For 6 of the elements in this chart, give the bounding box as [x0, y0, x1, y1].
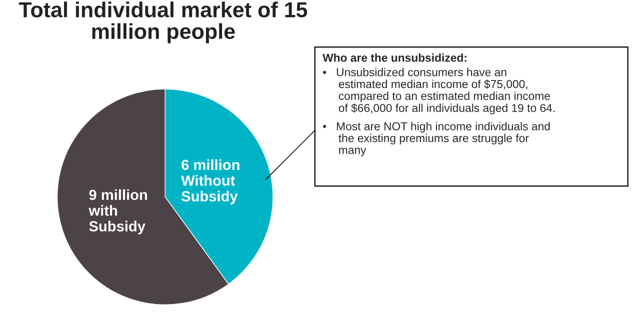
text: Who are the unsubsidized:: [322, 53, 466, 62]
text: • Unsubsidized consumers have an estimated median income of $75,000, compared to an estimated median income of $66,000 for all individuals aged 19 to 64.: [323, 68, 555, 114]
slice-label: 9 million with Subsidy: [88, 189, 147, 234]
chart-title: Total individual market of 15 million people: [18, 2, 308, 44]
slice-label: 6 million Without Subsidy: [181, 159, 240, 204]
text: • Most are NOT high income individuals and the existing premiums are struggle for many: [323, 122, 550, 156]
